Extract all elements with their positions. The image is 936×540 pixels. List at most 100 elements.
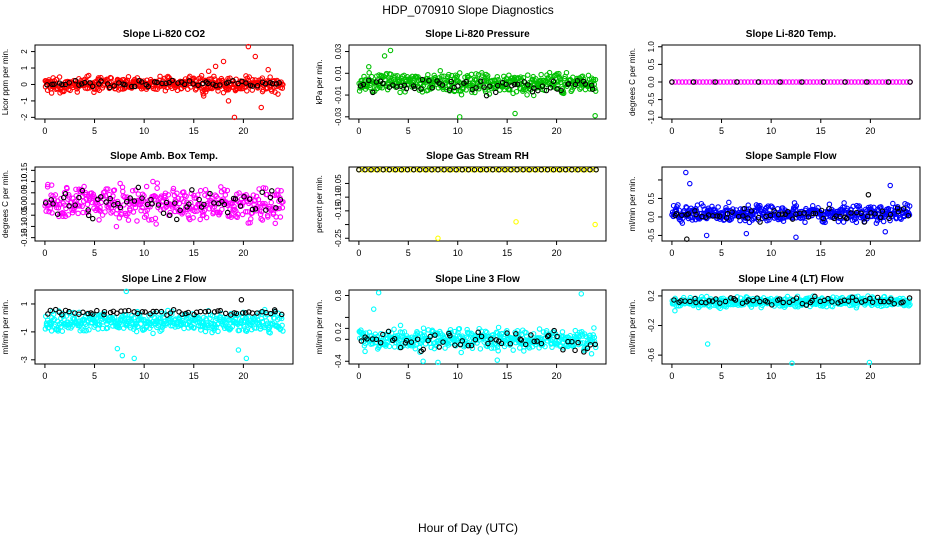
data-point <box>426 77 432 84</box>
data-point <box>439 73 445 79</box>
data-point <box>432 332 438 338</box>
data-point <box>672 307 678 314</box>
data-point <box>380 80 386 87</box>
data-point <box>509 82 515 89</box>
data-point <box>442 345 448 351</box>
data-point <box>853 202 860 209</box>
data-point <box>236 327 243 334</box>
data-point <box>411 85 418 92</box>
data-point <box>270 210 277 216</box>
data-point <box>386 343 393 350</box>
data-point <box>416 166 423 173</box>
data-point <box>165 192 172 198</box>
data-point <box>446 87 453 93</box>
plot-frame <box>348 166 607 242</box>
data-point <box>75 210 81 217</box>
data-point <box>481 84 487 90</box>
data-point <box>869 299 876 305</box>
data-point <box>891 300 897 307</box>
data-point <box>143 183 150 190</box>
data-point <box>852 294 858 300</box>
data-point <box>191 325 197 331</box>
y-tick-label: 0 <box>334 337 343 342</box>
data-point <box>495 76 501 83</box>
data-point <box>712 79 718 85</box>
y-axis-label: Licor ppm per min. <box>1 49 10 115</box>
data-point <box>484 72 491 79</box>
data-point <box>551 329 557 336</box>
data-point <box>265 214 271 220</box>
data-point <box>366 77 372 84</box>
data-point <box>138 79 145 85</box>
data-point <box>428 344 434 351</box>
data-point <box>103 199 109 205</box>
data-point <box>451 328 458 335</box>
series-all <box>356 47 599 120</box>
data-point <box>252 53 259 60</box>
data-point <box>221 325 228 331</box>
data-point <box>143 212 150 218</box>
y-tick-label: 0.2 <box>334 322 343 334</box>
data-point <box>134 310 141 317</box>
data-point <box>366 70 372 76</box>
y-tick-label: 0.00 <box>20 196 29 212</box>
data-point <box>727 79 734 85</box>
x-tick-label: 15 <box>189 126 199 136</box>
data-point <box>900 79 906 85</box>
data-point <box>488 345 495 351</box>
data-point <box>97 194 104 200</box>
data-point <box>745 215 751 221</box>
data-point <box>477 166 484 173</box>
data-point <box>757 298 763 305</box>
data-point <box>377 339 384 346</box>
data-point <box>478 333 485 340</box>
y-tick-label: -0.10 <box>20 217 29 236</box>
data-point <box>436 77 443 84</box>
data-point <box>569 338 575 345</box>
data-point <box>74 89 81 95</box>
data-point <box>592 341 598 348</box>
data-point <box>834 79 841 85</box>
data-point <box>559 329 566 335</box>
data-point <box>534 338 540 344</box>
data-point <box>900 206 907 212</box>
data-point <box>807 79 813 85</box>
data-point <box>157 73 163 80</box>
data-point <box>401 72 407 79</box>
data-point <box>871 204 877 211</box>
y-axis-label: ml/min per min. <box>628 177 637 232</box>
data-point <box>572 347 578 354</box>
data-point <box>273 81 280 87</box>
data-point <box>592 221 598 228</box>
data-point <box>134 218 140 224</box>
y-tick-label: 0.01 <box>334 65 343 81</box>
data-point <box>551 327 557 334</box>
data-point <box>879 79 886 85</box>
x-tick-label: 20 <box>238 371 248 381</box>
chart-panel-6: Slope Sample Flow ml/min per min. 0 5 10 15 20… <box>628 151 921 258</box>
data-point <box>231 203 237 210</box>
data-point <box>717 213 723 219</box>
data-point <box>673 207 680 214</box>
y-tick-label: -0.03 <box>334 107 343 126</box>
data-point <box>463 78 469 85</box>
data-point <box>96 321 103 328</box>
data-point <box>401 329 408 335</box>
data-point <box>502 166 508 173</box>
data-point <box>376 72 382 78</box>
data-point <box>215 328 221 335</box>
data-point <box>117 204 124 211</box>
data-point <box>544 333 551 340</box>
data-point <box>671 211 677 218</box>
y-axis-label: ml/min per min. <box>628 300 637 355</box>
data-point <box>879 208 886 214</box>
data-point <box>85 207 91 213</box>
data-point <box>591 325 597 331</box>
data-point <box>111 83 117 89</box>
chart-panel-2: Slope Li-820 Pressure kPa per min. 0 5 10 15 2… <box>315 29 607 136</box>
data-point <box>486 166 493 173</box>
y-tick-label: -3 <box>20 356 29 364</box>
data-point <box>524 92 530 98</box>
data-point <box>249 206 256 213</box>
series-all <box>42 178 286 230</box>
